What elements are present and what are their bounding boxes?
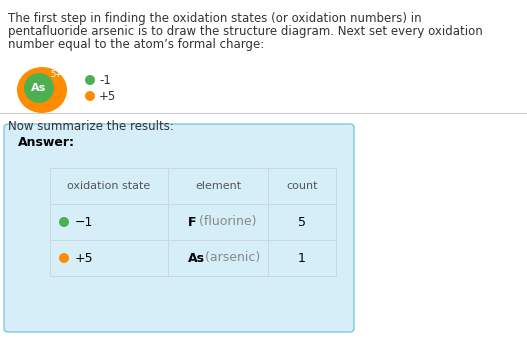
Text: count: count xyxy=(286,181,318,191)
Text: element: element xyxy=(195,181,241,191)
Text: (fluorine): (fluorine) xyxy=(195,216,257,228)
Circle shape xyxy=(59,253,69,263)
Text: −1: −1 xyxy=(75,216,93,228)
Text: number equal to the atom’s formal charge:: number equal to the atom’s formal charge… xyxy=(8,38,264,51)
Text: 5: 5 xyxy=(298,216,306,228)
Text: +5: +5 xyxy=(75,251,94,265)
Text: As: As xyxy=(188,251,205,265)
Text: -1: -1 xyxy=(99,73,111,87)
Text: (arsenic): (arsenic) xyxy=(201,251,260,265)
Text: Answer:: Answer: xyxy=(18,136,75,149)
Text: F: F xyxy=(188,216,197,228)
Ellipse shape xyxy=(17,67,67,113)
Text: The first step in finding the oxidation states (or oxidation numbers) in: The first step in finding the oxidation … xyxy=(8,12,422,25)
Circle shape xyxy=(85,75,95,85)
Circle shape xyxy=(59,217,69,227)
Circle shape xyxy=(85,91,95,101)
Text: As: As xyxy=(32,83,46,93)
Text: +5: +5 xyxy=(99,90,116,102)
Text: 1: 1 xyxy=(298,251,306,265)
Circle shape xyxy=(24,73,54,103)
Text: pentafluoride arsenic is to draw the structure diagram. Next set every oxidation: pentafluoride arsenic is to draw the str… xyxy=(8,25,483,38)
Text: Now summarize the results:: Now summarize the results: xyxy=(8,120,174,133)
Text: oxidation state: oxidation state xyxy=(67,181,151,191)
Text: 5+: 5+ xyxy=(50,70,62,79)
FancyBboxPatch shape xyxy=(4,124,354,332)
